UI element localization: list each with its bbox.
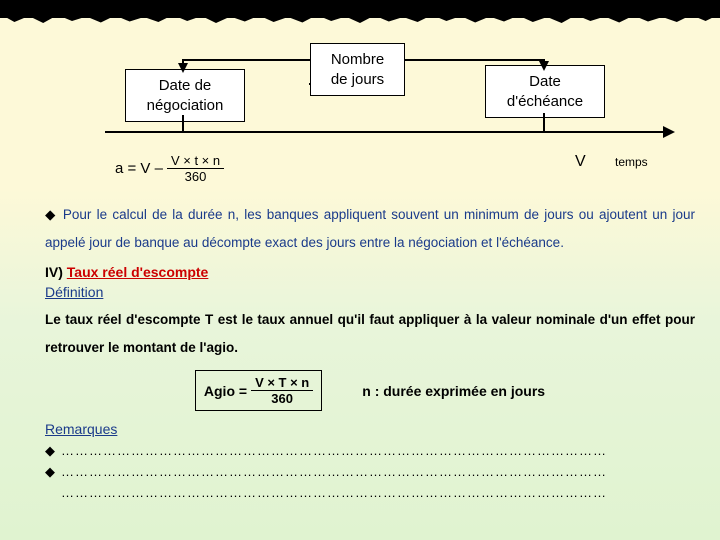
blank-line: ◆ ……………………………………………………………………………………………………… (45, 462, 695, 483)
box-nombre-jours: Nombre de jours (310, 43, 405, 96)
formula-denominator: 360 (181, 169, 211, 184)
agio-denominator: 360 (267, 391, 297, 406)
paragraph-duree-text: Pour le calcul de la durée n, les banque… (45, 207, 695, 250)
dots: ……………………………………………………………………………………………………… (61, 485, 607, 500)
connector-line (182, 59, 310, 61)
torn-edge (0, 0, 720, 18)
connector-line (309, 83, 311, 85)
bullet-icon: ◆ (45, 207, 57, 222)
formula-fraction: V × t × n 360 (167, 153, 224, 184)
timeline-tick (543, 113, 545, 131)
agio-numerator: V × T × n (251, 375, 313, 391)
timeline-axis (105, 131, 665, 133)
dots: ……………………………………………………………………………………………………… (61, 464, 607, 479)
temps-label: temps (615, 155, 648, 169)
arrow-right-icon (663, 126, 675, 138)
agio-label: Agio = (204, 383, 247, 399)
blank-line: ◆ ……………………………………………………………………………………………………… (45, 441, 695, 462)
definition-label: Définition (45, 284, 695, 300)
arrow-down-icon (539, 61, 549, 71)
connector-line (405, 59, 545, 61)
section-4-title: Taux réel d'escompte (67, 264, 209, 280)
v-label: V (575, 153, 586, 171)
box-echeance: Date d'échéance (485, 65, 605, 118)
agio-fraction: V × T × n 360 (251, 375, 313, 406)
agio-formula-box: Agio = V × T × n 360 (195, 370, 322, 411)
timeline-tick (182, 115, 184, 131)
formula-prefix: a = V – (115, 160, 163, 177)
page-content: Date de négociation Nombre de jours Date… (0, 18, 720, 514)
arrow-down-icon (178, 63, 188, 73)
bullet-icon: ◆ (45, 443, 55, 458)
blank-line: ◆……………………………………………………………………………………………………… (45, 483, 695, 504)
bullet-icon: ◆ (45, 464, 55, 479)
agio-note: n : durée exprimée en jours (362, 383, 545, 399)
remarques-label: Remarques (45, 421, 695, 437)
agio-formula-row: Agio = V × T × n 360 n : durée exprimée … (45, 370, 695, 411)
dots: ……………………………………………………………………………………………………… (61, 443, 607, 458)
section-4-header: IV) Taux réel d'escompte (45, 264, 695, 280)
formula-a: a = V – V × t × n 360 (115, 153, 224, 184)
section-4-num: IV) (45, 264, 67, 280)
formula-numerator: V × t × n (167, 153, 224, 169)
paragraph-duree: ◆Pour le calcul de la durée n, les banqu… (45, 201, 695, 258)
formula-row: a = V – V × t × n 360 V temps (115, 153, 665, 184)
timeline-diagram: Date de négociation Nombre de jours Date… (45, 33, 695, 193)
box-negociation: Date de négociation (125, 69, 245, 122)
definition-body: Le taux réel d'escompte T est le taux an… (45, 306, 695, 363)
